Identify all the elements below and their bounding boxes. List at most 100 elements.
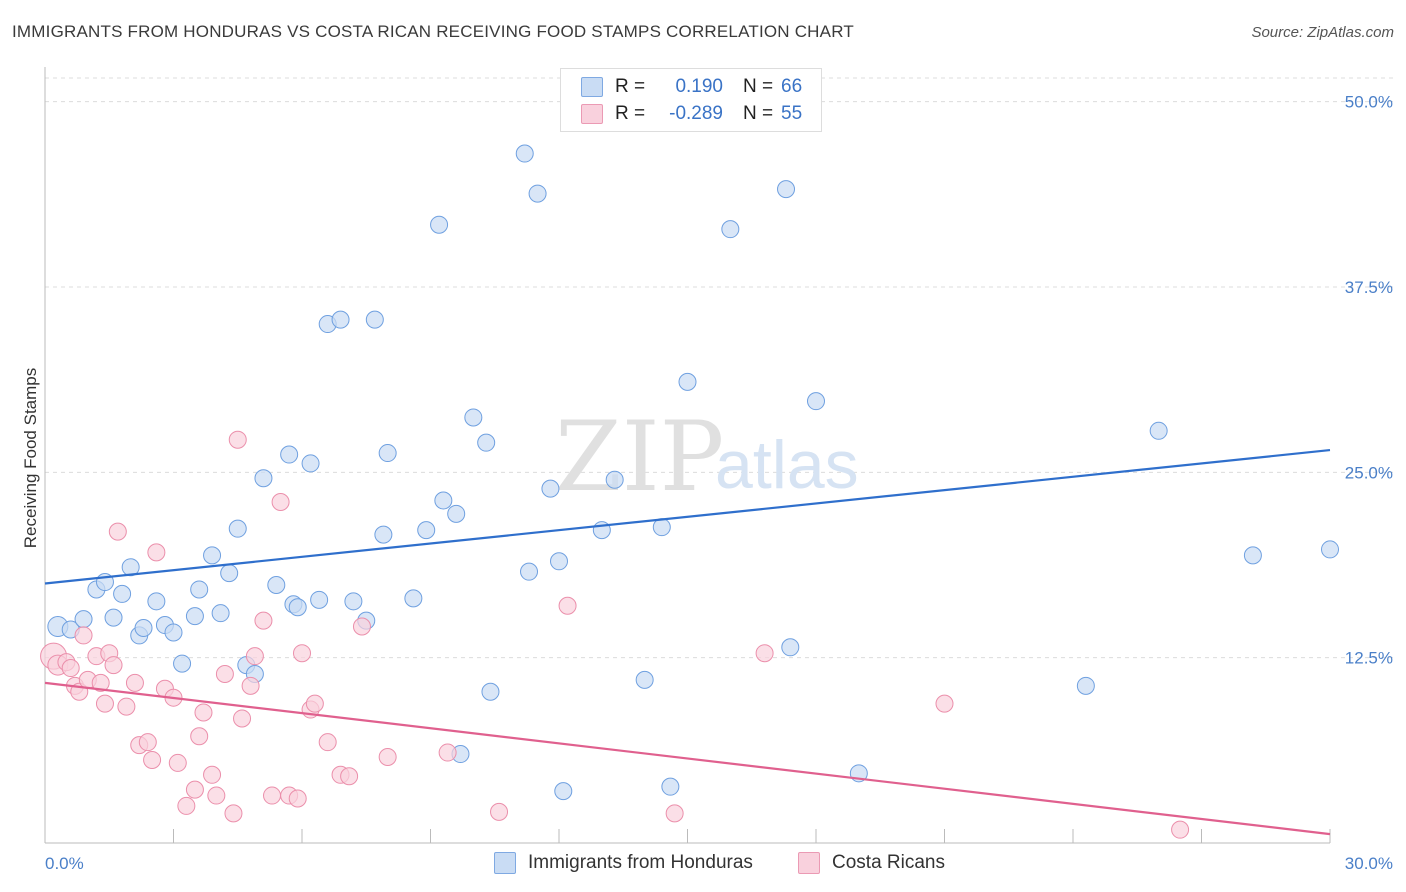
costa-rican-point [318,733,337,752]
series-legend-label: Costa Ricans [832,852,945,873]
honduras-point [74,610,93,629]
honduras-point [228,519,247,538]
honduras-point [113,584,132,603]
honduras-point [147,592,166,611]
legend-r-value: -0.289 [669,103,723,124]
honduras-point [417,521,436,540]
costa-rican-point [755,644,774,663]
costa-rican-point [104,656,123,675]
honduras-point [430,215,449,234]
costa-rican-point [340,767,359,786]
honduras-point [635,670,654,689]
honduras-point [515,144,534,163]
costa-rican-point [352,617,371,636]
costa-rican-point [558,596,577,615]
honduras-point [678,372,697,391]
honduras-point [1243,546,1262,565]
costa-rican-point [490,802,509,821]
chart-title: IMMIGRANTS FROM HONDURAS VS COSTA RICAN … [12,22,854,41]
legend-r-label: R = [615,103,646,124]
y-tick-label: 50.0% [1345,93,1393,112]
honduras-point [310,590,329,609]
legend-row-honduras: R = 0.190 N = 66 [581,76,802,98]
costa-rican-point [233,709,252,728]
honduras-point [185,607,204,626]
costa-rican-point [665,804,684,823]
honduras-point [344,592,363,611]
costa-rican-point [190,727,209,746]
costa-rican-point [271,492,290,511]
watermark-zip: ZIP [555,401,724,513]
honduras-point [807,392,825,411]
costa-rican-point [228,430,247,449]
honduras-point [434,491,453,510]
costa-rican-point [288,789,307,808]
honduras-point [554,782,573,801]
honduras-point [190,580,209,599]
y-tick-label: 25.0% [1345,463,1393,482]
costa-rican-point [74,626,93,645]
costa-rican-point [125,673,144,692]
costa-rican-point [185,780,204,799]
grid-lines [45,77,1394,659]
honduras-point [211,604,230,623]
costa-rican-point [143,750,162,769]
chart-source: Source: ZipAtlas.com [1251,24,1394,41]
series-legend: Immigrants from Honduras Costa Ricans [0,852,1406,878]
costa-rican-point [241,676,260,695]
costa-rican-point [168,753,187,772]
honduras-point [477,433,496,452]
honduras-point [781,638,800,657]
legend-n-value: 55 [781,103,803,124]
x-tick-label: 30.0% [1345,854,1393,873]
axes [44,67,1331,844]
x-tick-labels: 0.0% 30.0% [45,854,1393,873]
costa-rican-point [117,697,136,716]
series-legend-label: Immigrants from Honduras [528,852,753,873]
honduras-point [104,608,123,627]
y-tick-label: 37.5% [1345,278,1393,297]
honduras-point [661,777,680,796]
legend-n-value: 66 [781,76,803,97]
costa-rican-point [438,743,457,762]
costa-rican-trend-line [44,681,1331,836]
costa-rican-point [378,748,397,767]
costa-rican-point [61,659,80,678]
honduras-point [605,470,624,489]
honduras-point [1076,676,1095,695]
honduras-point [1149,421,1168,440]
honduras-point [777,180,796,199]
costa-rican-point [1171,820,1190,839]
y-tick-label: 12.5% [1345,649,1393,668]
legend-swatch-blue [581,77,603,97]
honduras-point [220,564,239,583]
honduras-point [520,562,539,581]
costa-rican-point [138,733,157,752]
honduras-point [288,598,307,617]
honduras-point [404,589,423,608]
honduras-point [528,184,547,203]
legend-row-costa-rican: R = -0.289 N = 55 [581,103,802,125]
costa-rican-point [203,765,222,784]
costa-rican-point [245,647,264,666]
trend-lines [44,448,1331,836]
costa-rican-point [224,804,243,823]
honduras-point [173,654,192,673]
costa-rican-point [935,694,954,713]
honduras-point [301,454,320,473]
honduras-point [280,445,299,464]
honduras-point [1321,540,1339,559]
costa-rican-point [95,694,114,713]
data-points [40,144,1339,839]
honduras-point [254,469,273,488]
honduras-point [365,310,384,329]
costa-rican-point [293,644,311,663]
costa-rican-point [108,522,127,541]
costa-rican-point [215,664,234,683]
legend-n-label: N = [743,76,774,97]
y-axis-label: Receiving Food Stamps [21,368,40,548]
costa-rican-point [91,673,110,692]
legend-r-label: R = [615,76,646,97]
honduras-point [721,220,740,239]
